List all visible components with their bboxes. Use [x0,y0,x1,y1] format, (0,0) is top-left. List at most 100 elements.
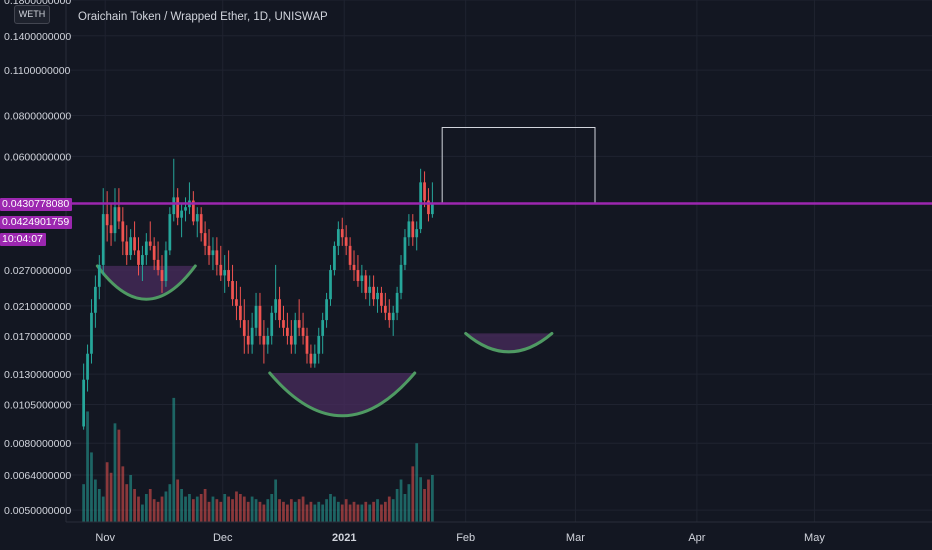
volume-bar [352,501,356,522]
candle-body [144,241,148,256]
current-price-badge: 0.0430778080 [0,198,73,211]
candle-body [403,237,407,265]
volume-bar [336,501,340,522]
candle-body [148,241,152,246]
volume-bar [207,501,211,522]
cup-pattern-arc [268,371,417,418]
candle-body [160,270,164,282]
candle-body [427,200,430,215]
candle-body [372,286,375,300]
candle-body [254,305,258,328]
volume-bar [246,501,250,522]
price-tick-label: 0.0130000000 [4,369,71,381]
price-tick-label: 0.0064000000 [4,470,71,482]
candle-body [180,210,183,218]
volume-bar [97,489,101,522]
candle-body [274,299,278,313]
volume-bar [301,496,305,522]
volume-bar [427,479,430,522]
volume-bar [195,496,199,522]
candle-body [376,292,379,300]
volume-bar [258,501,262,522]
price-tick-label: 0.0105000000 [4,400,71,412]
candle-body [415,229,419,238]
volume-bar [199,493,203,522]
candle-body [168,214,172,251]
volume-bar [270,493,274,522]
volume-bar [113,423,117,522]
volume-bar [321,504,325,522]
volume-bar [395,489,399,522]
cup-patterns[interactable] [95,264,554,418]
volume-bar [419,477,423,522]
volume-bar [164,491,168,522]
volume-bar [109,472,113,522]
volume-bar [399,479,403,522]
volume-bar [172,397,176,522]
candle-body [360,275,364,282]
volume-bar [90,452,93,522]
time-axis[interactable]: Nov Dec 2021 Feb Mar Apr May [95,532,825,544]
price-tick-label: 0.0170000000 [4,331,71,343]
price-tick-label: 0.0080000000 [4,438,71,450]
symbol-button[interactable]: WETH [14,5,50,24]
volume-bar [372,501,375,522]
volume-bar [184,496,187,522]
volume-bar [156,501,160,522]
price-tick-label: 0.1800000000 [4,0,71,7]
time-tick-label: Nov [95,532,115,544]
candle-body [164,250,168,282]
volume-bar [360,504,364,522]
candle-body [286,327,289,336]
time-tick-label: May [804,532,825,544]
volume-bar [239,493,242,522]
volume-bar [219,501,223,522]
volume-bar [431,474,434,522]
volume-bar [293,501,297,522]
volume-bar [368,504,372,522]
candle-body [391,312,395,321]
cup-pattern-arc [464,331,554,354]
volume-bar [148,489,152,522]
volume-bar [266,499,270,522]
volume-bar [376,499,379,522]
price-tick-label: 0.0800000000 [4,110,71,122]
volume-bar [415,443,419,522]
volume-bar [380,504,383,522]
volume-bar [325,499,328,522]
volume-bar [82,484,86,522]
time-tick-label: Apr [688,532,705,544]
volume-bar [286,504,289,522]
volume-bar [262,504,266,522]
price-axis[interactable]: 0.1800000000 0.1400000000 0.1100000000 0.08… [4,0,71,517]
candle-body [246,335,250,345]
candle-body [368,286,372,293]
volume-bar [250,496,254,522]
candle-body [278,299,281,321]
candle-body [407,221,411,238]
candle-body [113,207,117,234]
volume-bar [313,504,317,522]
candle-body [191,200,195,222]
candle-body [297,320,301,328]
candle-body [105,214,109,226]
volume-bar [344,499,348,522]
chart-title: Oraichain Token / Wrapped Ether, 1D, UNI… [78,11,328,23]
volume-bar [364,501,368,522]
volume-bar [105,462,109,522]
candle-body [101,214,105,265]
volume-bar [254,499,258,522]
volume-bar [407,484,411,522]
candle-body [344,237,348,246]
volume-bar [348,504,352,522]
volume-bar [125,484,129,522]
candle-body [219,264,223,276]
candle-body [152,245,156,260]
volume-bar [191,499,195,522]
candle-body [270,312,274,336]
volume-bar [129,474,133,522]
candle-body [266,335,270,345]
candle-body [419,182,423,230]
candle-body [352,264,356,271]
